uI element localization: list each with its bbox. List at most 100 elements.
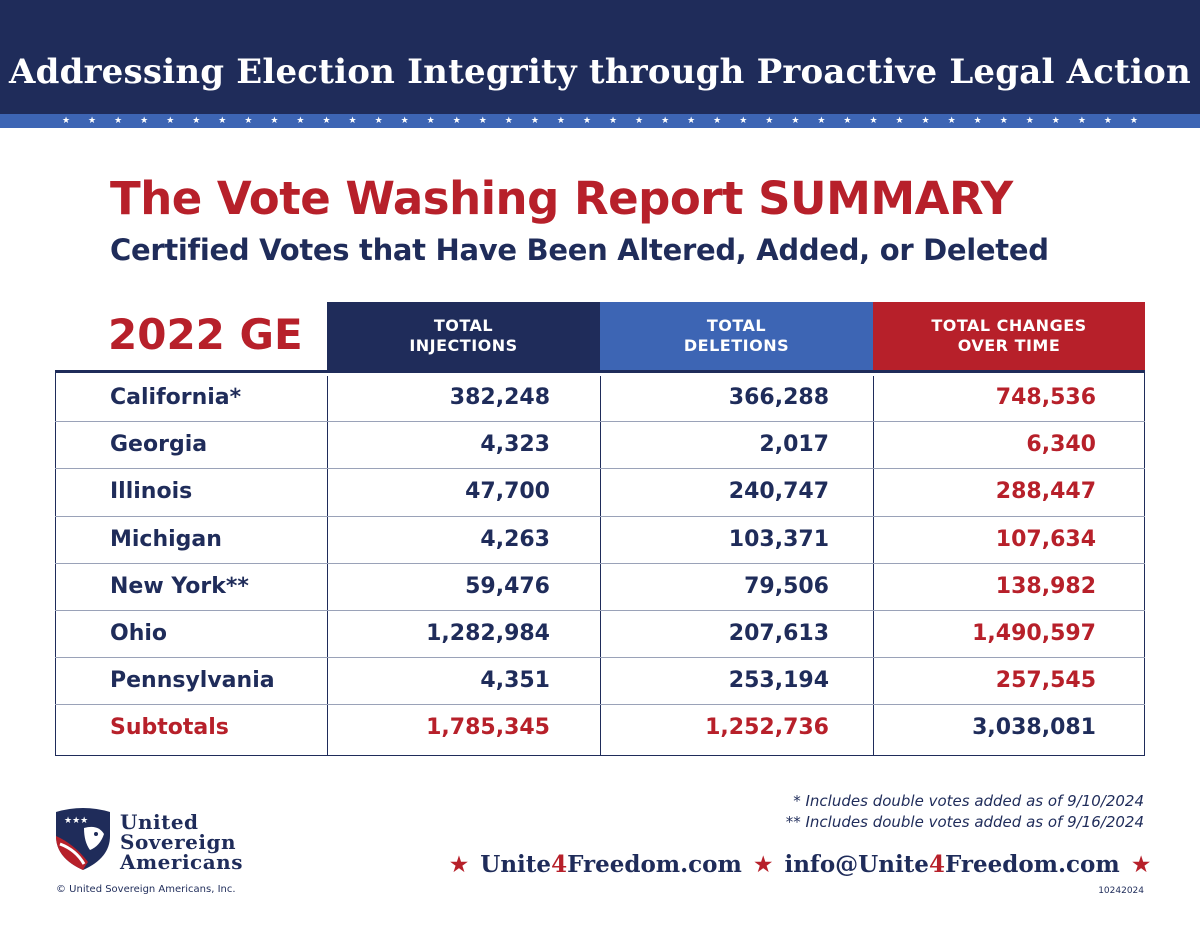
star-icon: ★ — [504, 116, 513, 126]
star-icon: ★ — [140, 116, 149, 126]
star-icon: ★ — [582, 116, 592, 126]
row-divider — [55, 657, 1145, 658]
star-icon: ★ — [754, 852, 773, 876]
star-icon: ★ — [556, 116, 565, 126]
row-divider — [55, 563, 1145, 564]
deletions-cell: 240,747 — [728, 479, 829, 504]
year-label: 2022 GE — [108, 310, 303, 359]
table-row: California* 382,248 366,288 748,536 — [55, 374, 1145, 421]
website-link[interactable]: Unite4Freedom.com — [480, 851, 742, 878]
total-changes-cell: 6,340 — [1026, 432, 1096, 457]
injections-cell: 382,248 — [449, 385, 550, 410]
email-link[interactable]: info@Unite4Freedom.com — [784, 851, 1119, 878]
star-icon: ★ — [947, 116, 956, 126]
state-cell: Michigan — [110, 527, 222, 552]
star-icon: ★ — [114, 116, 123, 126]
star-icon: ★ — [739, 116, 748, 126]
deletions-cell: 103,371 — [728, 527, 829, 552]
star-icon: ★ — [322, 116, 331, 126]
star-icon: ★ — [348, 116, 357, 126]
svg-text:★★★: ★★★ — [64, 816, 88, 826]
table-top-rule — [55, 370, 1145, 373]
banner-title: Addressing Election Integrity through Pr… — [9, 52, 1191, 92]
column-divider — [327, 376, 328, 756]
star-icon: ★ — [687, 116, 696, 126]
deletions-cell: 207,613 — [728, 621, 829, 646]
total-changes-cell: 138,982 — [995, 574, 1096, 599]
state-cell: New York** — [110, 574, 249, 599]
website-suffix: Freedom.com — [567, 850, 742, 878]
star-icon: ★ — [400, 116, 409, 126]
star-icon: ★ — [791, 116, 800, 126]
email-four: 4 — [928, 850, 945, 878]
column-divider — [873, 376, 874, 756]
state-cell: Georgia — [110, 432, 208, 457]
document-code: 10242024 — [1098, 886, 1144, 896]
email-suffix: Freedom.com — [944, 850, 1120, 878]
star-icon: ★ — [1132, 852, 1150, 876]
deletions-cell: 79,506 — [744, 574, 829, 599]
website-four: 4 — [551, 850, 568, 878]
injections-cell: 4,323 — [480, 432, 550, 457]
total-changes-cell: 1,490,597 — [972, 621, 1096, 646]
star-icon: ★ — [817, 116, 826, 126]
star-icon: ★ — [661, 116, 670, 126]
star-icon: ★ — [88, 116, 97, 126]
table-row: Michigan 4,263 103,371 107,634 — [55, 516, 1145, 563]
row-divider — [55, 610, 1145, 611]
star-icon: ★ — [478, 116, 487, 126]
injections-cell: 47,700 — [465, 479, 550, 504]
website-prefix: Unite — [480, 850, 552, 878]
logo-line-1: United — [120, 810, 199, 834]
column-header-total-changes: TOTAL CHANGES OVER TIME — [873, 302, 1145, 370]
table-row: Pennsylvania 4,351 253,194 257,545 — [55, 657, 1145, 704]
deletions-cell: 366,288 — [728, 385, 829, 410]
star-icon: ★ — [921, 116, 930, 126]
star-icon: ★ — [62, 116, 71, 126]
table-row: Georgia 4,323 2,017 6,340 — [55, 421, 1145, 468]
star-icon: ★ — [450, 852, 468, 876]
star-icon: ★ — [608, 116, 618, 126]
report-title: The Vote Washing Report SUMMARY — [110, 172, 1013, 225]
footnote-new-york: ** Includes double votes added as of 9/1… — [785, 813, 1144, 831]
deletions-cell: 253,194 — [728, 668, 829, 693]
logo-line-3: Americans — [120, 850, 243, 874]
email-prefix: info@Unite — [784, 850, 929, 878]
star-icon: ★ — [765, 116, 774, 126]
total-changes-cell: 748,536 — [995, 385, 1096, 410]
injections-cell: 1,785,345 — [426, 715, 550, 740]
total-changes-cell: 107,634 — [995, 527, 1096, 552]
copyright: © United Sovereign Americans, Inc. — [56, 884, 236, 895]
row-divider — [55, 516, 1145, 517]
state-cell: Subtotals — [110, 715, 229, 740]
column-divider — [600, 376, 601, 756]
star-icon: ★ — [1051, 116, 1060, 126]
star-icon: ★ — [192, 116, 201, 126]
star-icon: ★ — [635, 116, 644, 126]
footnote-california: * Includes double votes added as of 9/10… — [793, 792, 1144, 810]
injections-cell: 1,282,984 — [426, 621, 550, 646]
table-row: New York** 59,476 79,506 138,982 — [55, 563, 1145, 610]
star-icon: ★ — [218, 116, 227, 126]
star-strip: ★ ★ ★ ★ ★ ★ ★ ★ ★ ★ ★ ★ ★ ★ ★ ★ ★ ★ ★ ★ ★ ★ ★ ★ ★ ★ ★ ★ ★ ★ ★ ★ ★ ★ ★ ★ ★ ★ ★ ★… — [0, 114, 1200, 128]
star-icon: ★ — [1129, 116, 1138, 126]
state-cell: California* — [110, 385, 242, 410]
column-header-deletions: TOTAL DELETIONS — [600, 302, 873, 370]
star-icon: ★ — [843, 116, 852, 126]
logo-line-2: Sovereign — [120, 830, 237, 854]
total-changes-cell: 257,545 — [995, 668, 1096, 693]
star-icon: ★ — [1025, 116, 1034, 126]
deletions-cell: 1,252,736 — [705, 715, 829, 740]
total-changes-cell: 288,447 — [995, 479, 1096, 504]
star-icon: ★ — [713, 116, 722, 126]
star-icon: ★ — [374, 116, 383, 126]
column-header-injections: TOTAL INJECTIONS — [327, 302, 600, 370]
table-row: Illinois 47,700 240,747 288,447 — [55, 468, 1145, 515]
state-cell: Pennsylvania — [110, 668, 275, 693]
contact-line: ★ Unite4Freedom.com ★ info@Unite4Freedom… — [450, 848, 1150, 880]
subtotal-row: Subtotals 1,785,345 1,252,736 3,038,081 — [55, 704, 1145, 751]
total-changes-cell: 3,038,081 — [972, 715, 1096, 740]
top-banner: Addressing Election Integrity through Pr… — [0, 0, 1200, 114]
star-icon: ★ — [296, 116, 305, 126]
row-divider — [55, 704, 1145, 705]
